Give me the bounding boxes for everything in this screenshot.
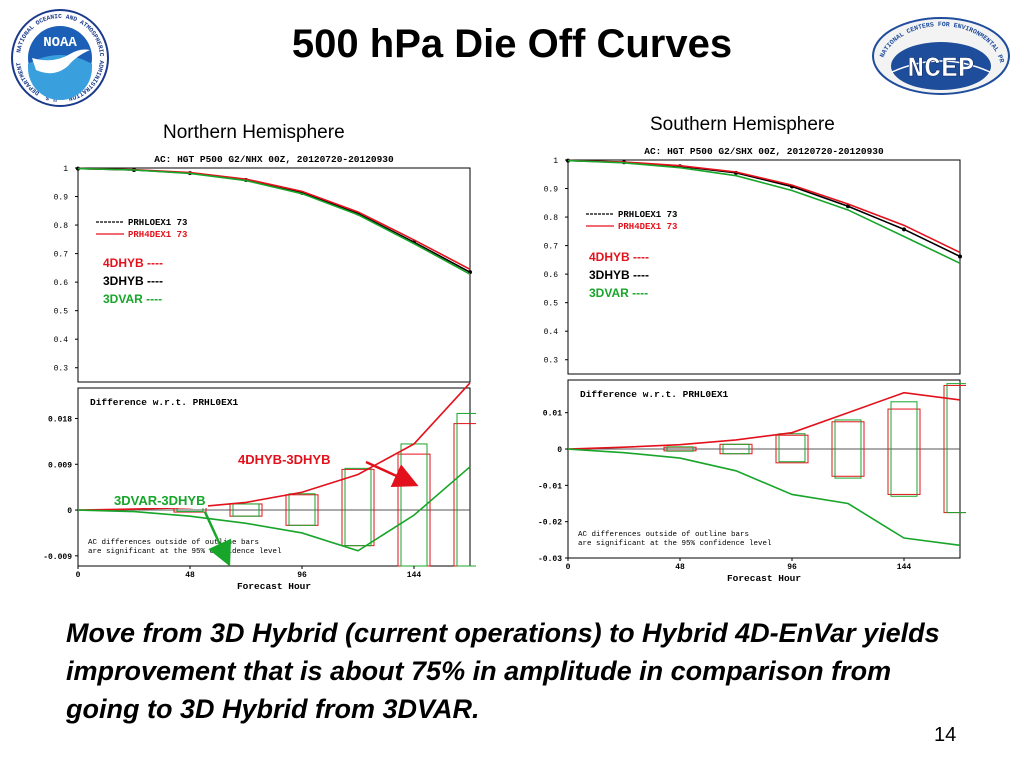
sh-chart: AC: HGT P500 G2/SHX 00Z, 20120720-201209… [538, 146, 966, 582]
y-tick-label: -0.02 [538, 519, 562, 528]
confidence-bar-green [778, 433, 806, 463]
y-tick-label: -0.01 [538, 482, 562, 491]
series-line [567, 159, 961, 265]
confidence-bar-red [831, 421, 865, 477]
y-tick-label: 0.8 [544, 214, 559, 223]
series-line [567, 159, 961, 254]
noaa-logo-text: NOAA [43, 35, 77, 51]
significance-note: AC differences outside of outline bars [578, 531, 749, 539]
confidence-bar-green [834, 419, 862, 479]
y-tick-label: 1 [63, 165, 68, 174]
sh-key-3dvar: 3DVAR ---- [589, 286, 649, 300]
y-tick-label: 0.5 [54, 308, 69, 317]
significance-note: AC differences outside of outline bars [88, 539, 259, 547]
nh-key-4dhyb: 4DHYB ---- [103, 256, 163, 270]
confidence-bar-red [775, 434, 809, 464]
confidence-bar-green [344, 467, 372, 547]
confidence-bar-green [890, 401, 918, 497]
noaa-logo: NATIONAL OCEANIC AND ATMOSPHERIC ADMINIS… [10, 8, 109, 107]
y-tick-label: 0 [67, 507, 72, 516]
legend-label: PRH4DEX1 73 [128, 230, 187, 240]
y-tick-label: 0 [557, 446, 562, 455]
slide-title: 500 hPa Die Off Curves [291, 22, 733, 66]
sh-series-key: 4DHYB ---- 3DHYB ---- 3DVAR ---- [586, 246, 655, 306]
nh-heading: Northern Hemisphere [163, 122, 345, 143]
ncep-logo: NATIONAL CENTERS FOR ENVIRONMENTAL PREDI… [868, 10, 1010, 95]
y-tick-label: 0.018 [48, 416, 72, 425]
confidence-bar-green [722, 443, 750, 455]
series-line [77, 167, 471, 275]
sh-heading: Southern Hemisphere [650, 114, 835, 135]
x-tick-label: 96 [297, 571, 307, 580]
diff-series-line [567, 448, 961, 547]
y-tick-label: 0.6 [54, 279, 69, 288]
annotation-3dvar-3dhyb: 3DVAR-3DHYB [112, 493, 208, 508]
confidence-bar-red [887, 408, 921, 495]
x-tick-label: 48 [675, 563, 685, 572]
y-tick-label: 0.7 [54, 251, 69, 260]
y-tick-label: 0.4 [54, 336, 69, 345]
x-tick-label: 144 [897, 563, 912, 572]
y-tick-label: 0.5 [544, 300, 559, 309]
significance-note: are significant at the 95% confidence le… [578, 540, 772, 548]
confidence-bar-green [288, 493, 316, 526]
legend-label: PRHLOEX1 73 [618, 210, 677, 220]
x-axis-label: Forecast Hour [237, 581, 311, 590]
page-number: 14 [934, 724, 957, 746]
y-tick-label: 1 [553, 157, 558, 166]
y-tick-label: 0.01 [543, 410, 562, 419]
y-tick-label: 0.009 [48, 461, 72, 470]
y-tick-label: 0.3 [544, 357, 559, 366]
diff-series-line [77, 466, 471, 552]
sh-key-3dhyb: 3DHYB ---- [589, 268, 649, 282]
significance-note: are significant at the 95% confidence le… [88, 548, 282, 556]
diff-panel-title: Difference w.r.t. PRHL0EX1 [580, 389, 729, 400]
legend-label: PRHLOEX1 73 [128, 218, 187, 228]
footer-text: Move from 3D Hybrid (current operations)… [66, 618, 940, 724]
x-tick-label: 48 [185, 571, 195, 580]
y-tick-label: -0.03 [538, 555, 562, 564]
series-point [902, 227, 906, 232]
series-point [76, 166, 80, 171]
diff-series-line [77, 382, 471, 511]
x-tick-label: 0 [76, 571, 81, 580]
confidence-bar-green [232, 503, 260, 517]
diff-panel-title: Difference w.r.t. PRHL0EX1 [90, 397, 239, 408]
confidence-bar-green [666, 446, 694, 452]
y-tick-label: 0.6 [544, 271, 559, 280]
diff-series-line [567, 391, 961, 450]
nh-series-key: 4DHYB ---- 3DHYB ---- 3DVAR ---- [100, 252, 169, 312]
chart-title: AC: HGT P500 G2/SHX 00Z, 20120720-201209… [644, 146, 884, 157]
bottom-panel-frame [567, 379, 961, 559]
x-tick-label: 0 [566, 563, 571, 572]
y-tick-label: 0.7 [544, 243, 559, 252]
ncep-logo-text: NCEP [907, 54, 974, 85]
nh-key-3dhyb: 3DHYB ---- [103, 274, 163, 288]
y-tick-label: 0.8 [54, 222, 69, 231]
nh-chart: AC: HGT P500 G2/NHX 00Z, 20120720-201209… [43, 154, 476, 590]
confidence-bar-green [946, 383, 966, 514]
x-tick-label: 144 [407, 571, 422, 580]
chart-title: AC: HGT P500 G2/NHX 00Z, 20120720-201209… [154, 154, 394, 165]
y-tick-label: 0.9 [54, 194, 69, 203]
y-tick-label: -0.009 [43, 553, 72, 562]
y-tick-label: 0.9 [544, 186, 559, 195]
nh-key-3dvar: 3DVAR ---- [103, 292, 163, 306]
series-point [846, 204, 850, 209]
y-tick-label: 0.4 [544, 328, 559, 337]
y-tick-label: 0.3 [54, 365, 69, 374]
confidence-bar-green [456, 412, 476, 567]
annotation-4dhyb-3dhyb: 4DHYB-3DHYB [238, 452, 331, 467]
sh-key-4dhyb: 4DHYB ---- [589, 250, 649, 264]
x-tick-label: 96 [787, 563, 797, 572]
x-axis-label: Forecast Hour [727, 573, 801, 582]
legend-label: PRH4DEX1 73 [618, 222, 677, 232]
series-point [958, 254, 962, 259]
series-point [566, 158, 570, 163]
